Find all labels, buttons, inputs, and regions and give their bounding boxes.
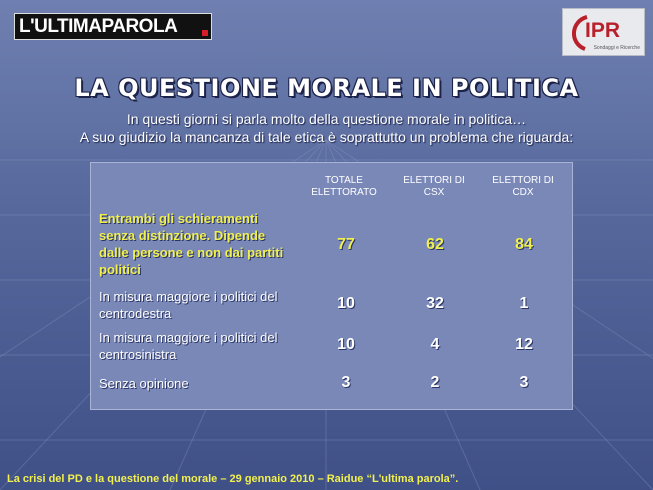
cell-row1-cdx: 84 — [515, 236, 533, 253]
cell-row4-cdx: 3 — [519, 374, 529, 391]
cell-row3-cdx: 12 — [515, 336, 533, 353]
results-table: TOTALE ELETTORATO ELETTORI DI CSX ELETTO… — [90, 162, 573, 410]
ipr-logo-text: IPR — [585, 19, 621, 42]
cell-row4-csx: 2 — [430, 374, 440, 391]
cell-row1-totale: 77 — [337, 236, 355, 253]
cell-row3-totale: 10 — [337, 336, 355, 353]
cell-row2-csx: 32 — [426, 295, 444, 312]
cell-row2-totale: 10 — [337, 295, 355, 312]
cell-row2-cdx: 1 — [519, 295, 529, 312]
row-label-senza-opinione: Senza opinione — [99, 376, 189, 391]
subtitle-line-2: A suo giudizio la mancanza di tale etica… — [79, 129, 574, 145]
row-label-centrosinistra: In misura maggiore i politici del centro… — [99, 330, 278, 362]
ipr-logo-tagline: Sondaggi e Ricerche — [593, 45, 640, 51]
column-header-totale: TOTALE ELETTORATO — [311, 175, 377, 198]
row-label-centrodestra: In misura maggiore i politici del centro… — [99, 289, 278, 321]
ultima-parola-logo-text: L'ULTIMAPAROLA — [19, 15, 178, 37]
ultima-parola-logo: L'ULTIMAPAROLA — [14, 13, 212, 40]
footer-caption: La crisi del PD e la questione del moral… — [7, 473, 459, 485]
row-label-entrambi: Entrambi gli schieramenti senza distinzi… — [99, 211, 284, 277]
logo-red-dot — [202, 30, 208, 36]
ipr-logo: IPR Sondaggi e Ricerche — [562, 8, 645, 56]
ipr-swoosh-icon — [572, 15, 588, 51]
subtitle-line-1: In questi giorni si parla molto della qu… — [126, 111, 527, 127]
cell-row4-totale: 3 — [341, 374, 351, 391]
cell-row3-csx: 4 — [430, 336, 440, 353]
cell-row1-csx: 62 — [426, 236, 444, 253]
column-header-cdx: ELETTORI DI CDX — [492, 175, 554, 198]
column-header-csx: ELETTORI DI CSX — [403, 175, 465, 198]
slide-title: LA QUESTIONE MORALE IN POLITICA — [74, 74, 579, 102]
